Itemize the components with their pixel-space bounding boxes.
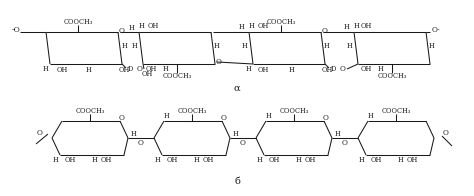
Text: H: H	[248, 22, 254, 30]
Text: COOCH₃: COOCH₃	[377, 72, 407, 80]
Text: O: O	[240, 139, 246, 147]
Text: H: H	[213, 42, 219, 50]
Text: H: H	[52, 156, 58, 164]
Text: O-: O-	[432, 26, 441, 34]
Text: OH: OH	[146, 65, 156, 73]
Text: O: O	[443, 129, 449, 137]
Text: O: O	[342, 139, 348, 147]
Text: H: H	[238, 23, 244, 31]
Text: H: H	[256, 156, 262, 164]
Text: H: H	[346, 42, 352, 50]
Text: OH: OH	[321, 66, 333, 74]
Text: H: H	[130, 130, 136, 138]
Text: O: O	[119, 27, 125, 35]
Text: б: б	[234, 177, 240, 185]
Text: H: H	[131, 42, 137, 50]
Text: COOCH₃: COOCH₃	[266, 18, 296, 26]
Text: O: O	[37, 129, 43, 137]
Text: O: O	[119, 114, 125, 122]
Text: H: H	[162, 65, 168, 73]
Text: O: O	[323, 114, 329, 122]
Text: α: α	[234, 83, 240, 93]
Text: H: H	[128, 24, 134, 32]
Text: H: H	[343, 23, 349, 31]
Text: H: H	[265, 112, 271, 120]
Text: H: H	[193, 156, 199, 164]
Text: OH: OH	[202, 156, 214, 164]
Text: H: H	[154, 156, 160, 164]
Text: OH: OH	[370, 156, 382, 164]
Text: OH: OH	[268, 156, 280, 164]
Text: H: H	[85, 66, 91, 74]
Text: OH: OH	[257, 22, 269, 30]
Text: H: H	[377, 65, 383, 73]
Text: O: O	[221, 114, 227, 122]
Text: OH: OH	[360, 22, 372, 30]
Text: H: H	[295, 156, 301, 164]
Text: H: H	[241, 42, 247, 50]
Text: H: H	[232, 130, 238, 138]
Text: OH: OH	[257, 66, 269, 74]
Text: OH: OH	[141, 70, 153, 78]
Text: OH: OH	[166, 156, 178, 164]
Text: OH: OH	[118, 66, 129, 74]
Text: H: H	[163, 112, 169, 120]
Text: H: H	[121, 42, 127, 50]
Text: H: H	[138, 22, 144, 30]
Text: H: H	[334, 130, 340, 138]
Text: H: H	[323, 42, 329, 50]
Text: COOCH₃: COOCH₃	[381, 107, 410, 115]
Text: H: H	[367, 112, 373, 120]
Text: H: H	[358, 156, 364, 164]
Text: OH: OH	[360, 65, 372, 73]
Text: COOCH₃: COOCH₃	[162, 72, 191, 80]
Text: COOCH₃: COOCH₃	[64, 18, 93, 26]
Text: O: O	[340, 65, 346, 73]
Text: O: O	[138, 139, 144, 147]
Text: H: H	[245, 65, 251, 73]
Text: O: O	[216, 58, 222, 66]
Text: OH: OH	[100, 156, 111, 164]
Text: H: H	[288, 66, 294, 74]
Text: OH: OH	[406, 156, 418, 164]
Text: OH: OH	[56, 66, 68, 74]
Text: OH: OH	[147, 22, 159, 30]
Text: COOCH₃: COOCH₃	[75, 107, 105, 115]
Text: O: O	[322, 27, 328, 35]
Text: H: H	[353, 22, 359, 30]
Text: H: H	[91, 156, 97, 164]
Text: OH: OH	[64, 156, 76, 164]
Text: COOCH₃: COOCH₃	[279, 107, 309, 115]
Text: H: H	[42, 65, 48, 73]
Text: H: H	[428, 42, 434, 50]
Text: COOCH₃: COOCH₃	[177, 107, 207, 115]
Text: OH: OH	[304, 156, 316, 164]
Text: D: D	[330, 65, 336, 73]
Text: D: D	[128, 65, 133, 73]
Text: -O: -O	[11, 26, 20, 34]
Text: O: O	[137, 65, 143, 73]
Text: H: H	[397, 156, 403, 164]
